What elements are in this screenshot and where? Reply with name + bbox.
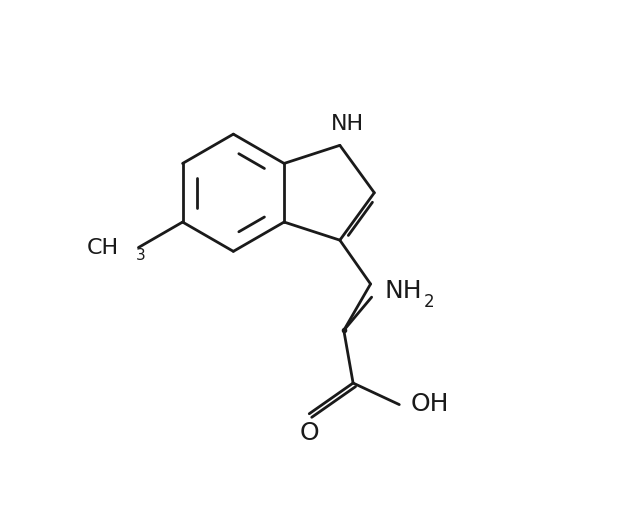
Text: NH: NH (331, 114, 364, 134)
Text: 2: 2 (424, 293, 434, 311)
Text: CH: CH (87, 238, 119, 257)
Text: OH: OH (411, 392, 449, 415)
Text: O: O (300, 421, 319, 445)
Text: 3: 3 (136, 248, 145, 263)
Text: NH: NH (385, 279, 422, 303)
